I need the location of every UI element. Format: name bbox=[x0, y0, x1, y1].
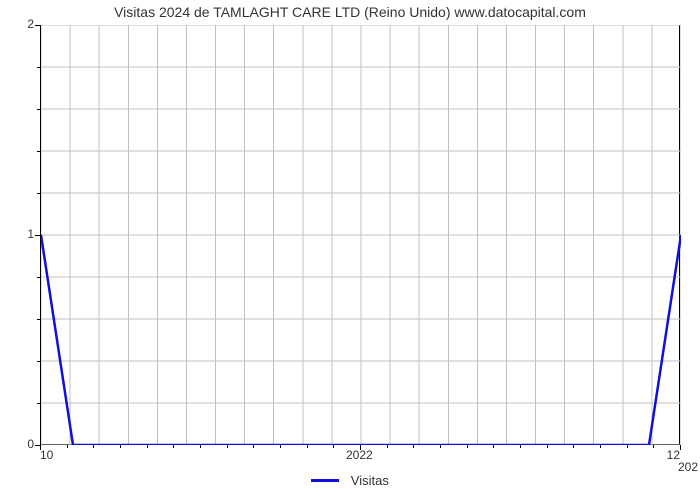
y-tick-label: 0 bbox=[4, 437, 34, 451]
chart-container: Visitas 2024 de TAMLAGHT CARE LTD (Reino… bbox=[0, 0, 700, 500]
legend-label: Visitas bbox=[351, 473, 389, 488]
x-tick-label: 2022 bbox=[346, 448, 373, 462]
y-tick-label: 1 bbox=[4, 227, 34, 241]
legend-swatch bbox=[311, 479, 339, 482]
x-tick-label: 10 bbox=[40, 448, 53, 462]
plot-svg bbox=[41, 25, 681, 445]
y-tick-label: 2 bbox=[4, 17, 34, 31]
plot-area bbox=[40, 25, 680, 445]
chart-title: Visitas 2024 de TAMLAGHT CARE LTD (Reino… bbox=[0, 4, 700, 20]
legend: Visitas bbox=[0, 472, 700, 488]
